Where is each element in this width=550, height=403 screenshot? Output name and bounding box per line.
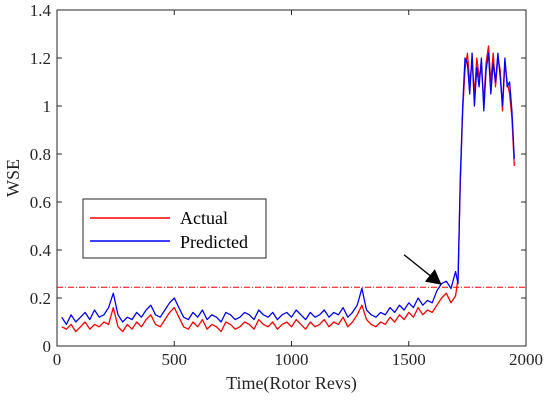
x-axis-label: Time(Rotor Revs)	[226, 373, 357, 394]
x-tick-label: 1000	[275, 350, 309, 369]
annotation-layer	[403, 254, 442, 285]
annotation-arrow-head	[424, 269, 442, 285]
x-tick-label: 0	[53, 350, 62, 369]
legend-label-actual: Actual	[180, 208, 228, 228]
plot-area	[56, 9, 527, 347]
x-tick-label: 1500	[392, 350, 426, 369]
y-axis-label: WSE	[3, 159, 23, 197]
y-tick-label: 0.6	[30, 193, 51, 212]
legend-label-predicted: Predicted	[180, 232, 248, 252]
ticks-layer: 0 500 1000 1500 2000 0 0.2 0.4 0.6 0.8 1 1.2 1.4	[30, 1, 543, 369]
x-tick-label: 2000	[509, 350, 543, 369]
annotation-arrow-shaft	[403, 254, 431, 276]
x-tick-label: 500	[162, 350, 188, 369]
y-tick-label: 0.8	[30, 145, 51, 164]
legend-box	[82, 198, 267, 259]
series-layer	[61, 45, 515, 333]
y-tick-label: 1.4	[30, 1, 52, 20]
series-line-predicted	[61, 52, 515, 326]
y-tick-label: 0	[43, 337, 52, 356]
legend: Actual Predicted	[82, 198, 267, 259]
y-tick-label: 0.4	[30, 241, 52, 260]
y-tick-label: 1.2	[30, 49, 51, 68]
y-tick-label: 1	[43, 97, 52, 116]
y-tick-label: 0.2	[30, 289, 51, 308]
